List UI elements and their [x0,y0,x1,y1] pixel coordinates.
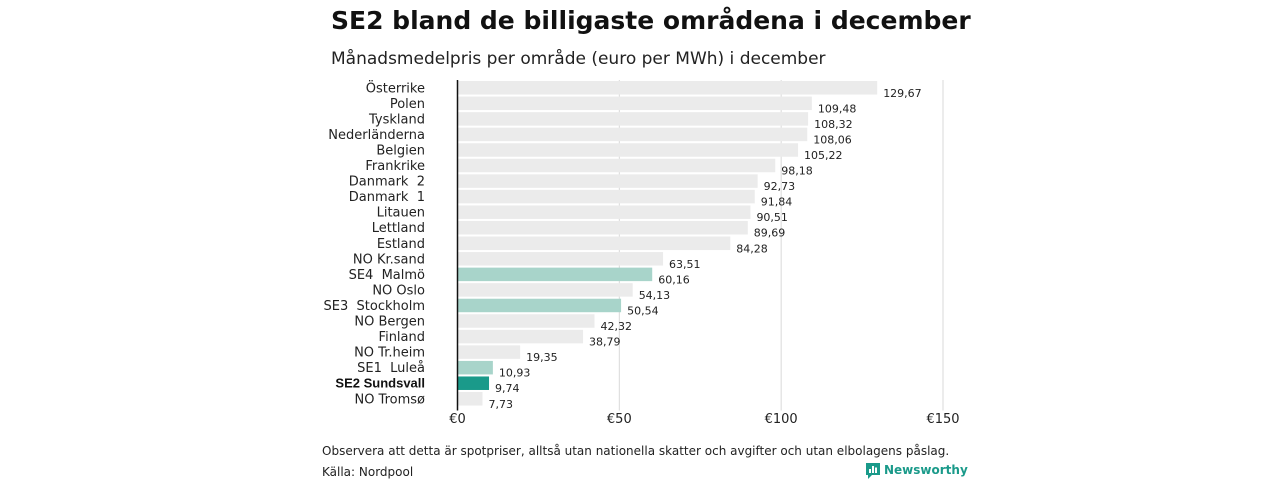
category-label: Tyskland [368,112,425,127]
chart-subtitle: Månadsmedelpris per område (euro per MWh… [331,48,826,69]
bar [457,329,584,344]
x-tick-label: €100 [765,412,798,427]
value-label: 42,32 [600,320,632,333]
bar [457,158,776,173]
value-label: 54,13 [639,289,671,302]
value-label: 63,51 [669,258,701,271]
brand-name: Newsworthy [884,463,968,477]
bar [457,314,595,328]
value-label: 89,69 [754,227,786,240]
bar [457,376,490,390]
bar [457,112,809,126]
value-label: 84,28 [736,242,768,255]
bar [457,283,633,297]
category-label: NO Tr.heim [354,346,425,361]
bars [457,81,878,406]
x-tick-label: €50 [607,412,632,427]
category-label: NO Kr.sand [353,252,425,267]
value-label: 105,22 [804,149,843,162]
category-label: SE4 Malmö [349,268,425,283]
chart-title: SE2 bland de billigaste områdena i decem… [331,6,971,35]
category-label: Litauen [377,206,425,221]
bar [457,189,755,204]
bar [457,360,493,375]
category-label: NO Tromsø [354,392,425,407]
bar [457,236,731,251]
value-label: 60,16 [658,273,690,286]
bar [457,345,521,359]
category-label: Polen [390,97,425,112]
category-label: Danmark 1 [349,190,425,205]
bar [457,298,622,313]
value-label: 108,06 [813,133,852,146]
value-label: 50,54 [627,304,659,317]
bar [457,143,799,157]
bar [457,81,878,95]
footnote: Observera att detta är spotpriser, allts… [322,444,949,458]
value-label: 38,79 [589,336,621,349]
category-label: SE1 Luleå [357,361,425,376]
category-label: Lettland [372,221,425,236]
value-label: 9,74 [495,382,520,395]
category-label: Finland [379,330,425,345]
category-label: Österrike [366,79,425,96]
category-label: NO Oslo [372,283,425,298]
bar [457,127,808,142]
x-tick-label: €0 [449,412,466,427]
category-label: SE2 Sundsvall [335,376,425,391]
category-label: Nederländerna [328,128,425,143]
source-text: Källa: Nordpool [322,465,413,479]
value-label: 90,51 [756,211,788,224]
bar [457,205,751,219]
x-tick-label: €150 [926,412,959,427]
value-label: 10,93 [499,367,531,380]
category-label: Belgien [376,143,425,158]
x-axis-ticks: €0 €50 €100 €150 [449,412,959,427]
value-label: 7,73 [489,398,513,411]
category-label: Danmark 2 [349,175,425,190]
category-label: NO Bergen [354,315,425,330]
value-label: 92,73 [764,180,796,193]
bar [457,220,748,235]
value-label: 91,84 [761,196,793,209]
bar [457,174,758,188]
value-label: 98,18 [781,165,813,178]
category-labels: ÖsterrikePolenTysklandNederländernaBelgi… [324,79,425,407]
value-label: 108,32 [814,118,853,131]
value-label: 109,48 [818,102,857,115]
bar [457,267,653,282]
value-labels: 129,67 109,48 108,32 108,06 105,22 98,18 92,73… [489,87,922,411]
bar [457,96,812,111]
bar [457,392,483,406]
category-label: SE3 Stockholm [324,299,425,314]
newsworthy-icon [866,463,880,479]
category-label: Estland [377,237,425,252]
newsworthy-logo: Newsworthy [866,463,968,479]
category-label: Frankrike [365,159,425,174]
bar [457,252,664,266]
value-label: 19,35 [526,351,558,364]
value-label: 129,67 [883,87,922,100]
